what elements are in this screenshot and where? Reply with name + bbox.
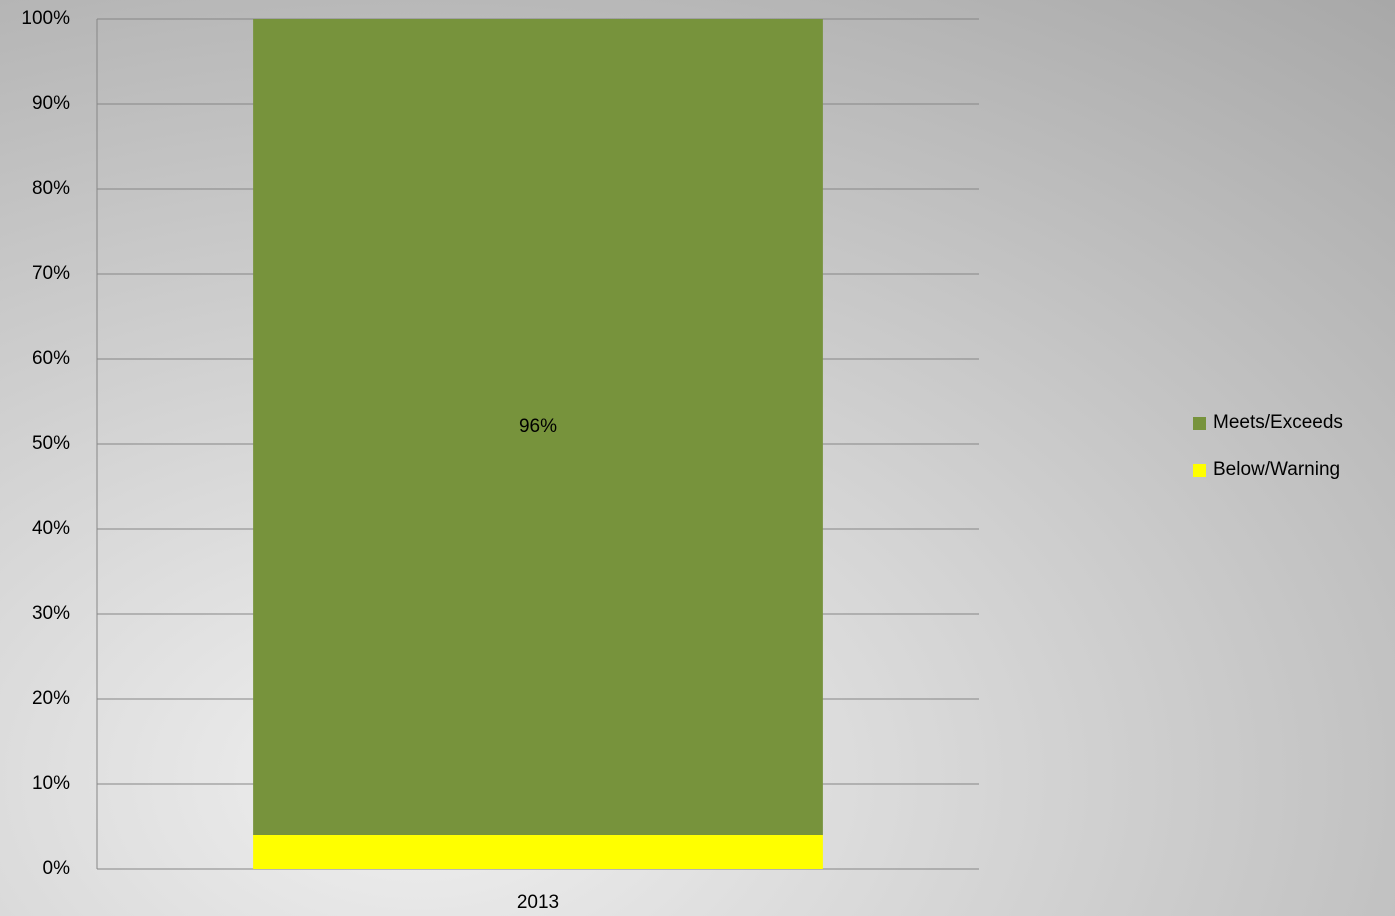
y-tick-label: 30% <box>32 603 70 624</box>
y-tick-label: 90% <box>32 93 70 114</box>
y-tick-label: 50% <box>32 433 70 454</box>
bar-segment <box>253 19 823 835</box>
legend-swatch <box>1193 464 1206 477</box>
y-tick-label: 60% <box>32 348 70 369</box>
data-label: 96% <box>519 416 557 437</box>
legend-swatch <box>1193 417 1206 430</box>
x-tick-label: 2013 <box>517 892 559 913</box>
y-tick-label: 0% <box>43 858 71 879</box>
y-tick-label: 70% <box>32 263 70 284</box>
legend-label: Meets/Exceeds <box>1213 412 1343 433</box>
bar-segment <box>253 835 823 869</box>
legend-label: Below/Warning <box>1213 459 1340 480</box>
y-tick-label: 10% <box>32 773 70 794</box>
y-tick-label: 80% <box>32 178 70 199</box>
y-tick-label: 40% <box>32 518 70 539</box>
y-tick-label: 100% <box>21 8 70 29</box>
y-tick-label: 20% <box>32 688 70 709</box>
